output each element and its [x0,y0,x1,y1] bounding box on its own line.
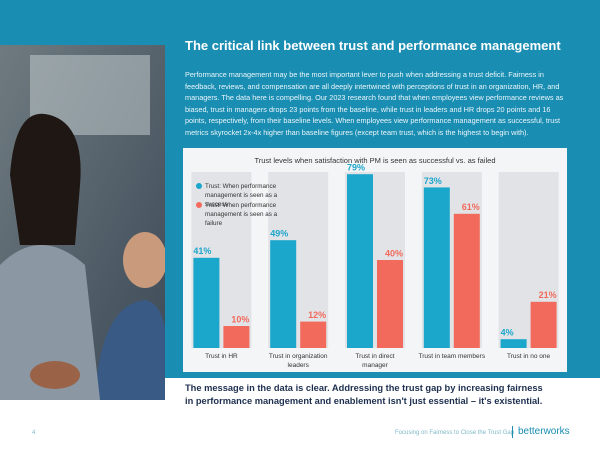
value-label: 79% [347,163,365,173]
title: The critical link between trust and perf… [185,38,561,53]
bar [377,260,403,348]
chart: Trust levels when satisfaction with PM i… [183,148,567,372]
value-label: 12% [308,310,326,320]
x-tick-label: Trust in team members [419,353,486,360]
bar [223,326,250,348]
bar [453,213,480,348]
bar [530,301,557,348]
paragraph: Performance management may be the most i… [185,70,564,137]
x-tick-label: Trust in direct manager [355,353,394,369]
bar [300,321,327,348]
bar [347,174,373,348]
brand: betterworks [518,426,570,437]
value-label: 10% [231,314,249,324]
x-tick-label: Trust in HR [205,353,238,360]
bar [193,257,220,348]
bar [500,339,527,348]
x-tick-label: Trust in no one [507,353,551,360]
value-label: 4% [501,328,514,338]
value-label: 49% [270,229,288,239]
legend-label: Trust: When performance management is see… [205,202,278,227]
value-label: 61% [462,202,480,212]
value-label: 40% [385,248,403,258]
doc-title: Focusing on Fairness to Close the Trust … [395,430,515,436]
legend-label: Trust: When performance management is see… [205,183,278,208]
value-label: 21% [539,290,557,300]
bar [270,240,297,348]
legend-swatch [196,202,202,208]
conclusion: The message in the data is clear. Addres… [185,383,543,406]
value-label: 41% [193,246,211,256]
chart-title: Trust levels when satisfaction with PM i… [254,156,495,165]
x-tick-label: Trust in organization leaders [269,353,328,369]
legend-swatch [196,183,202,189]
bar [423,187,450,348]
value-label: 73% [424,176,442,186]
photo [0,45,165,400]
page-number: 4 [32,430,36,436]
